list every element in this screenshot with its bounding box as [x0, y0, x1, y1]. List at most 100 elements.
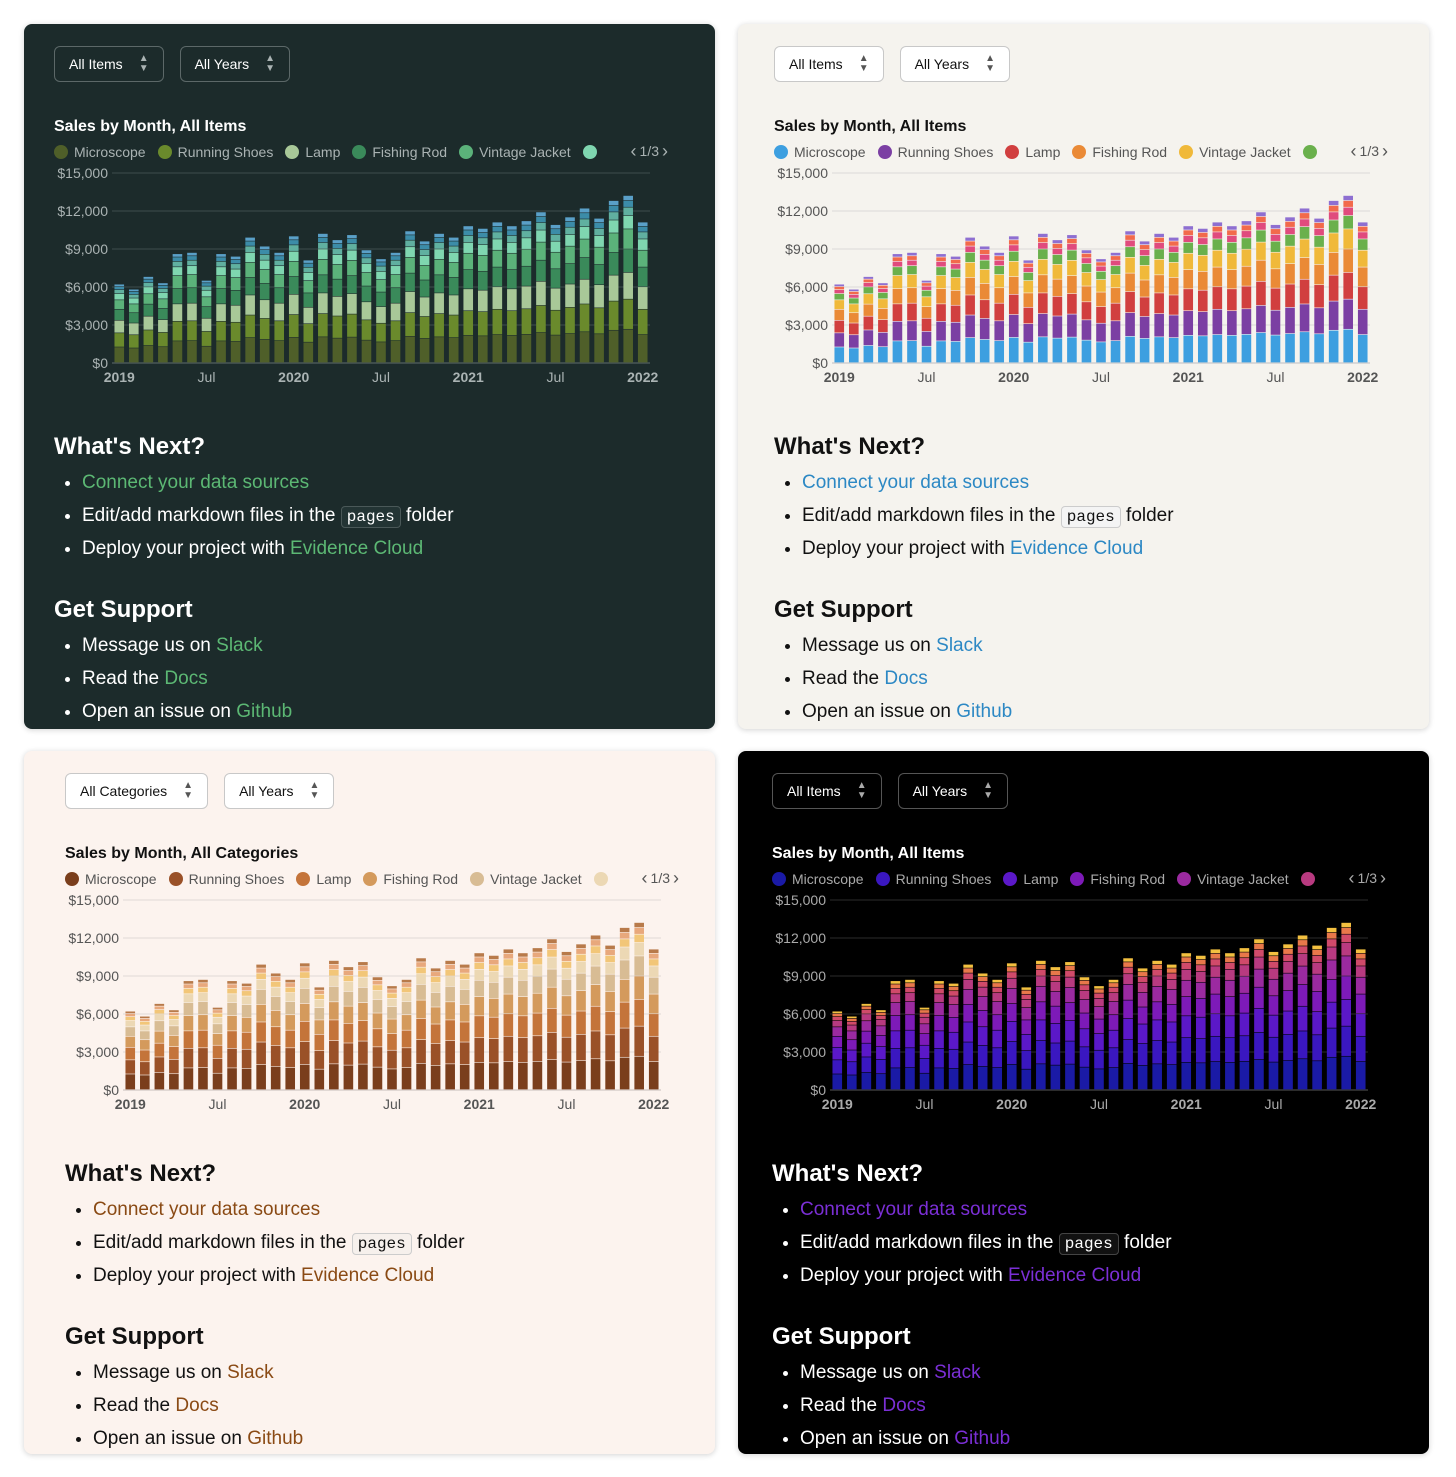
docs-link[interactable]: Docs [882, 1395, 926, 1416]
legend-item[interactable] [582, 144, 603, 160]
connect-data-link[interactable]: Connect your data sources [802, 472, 1030, 493]
legend-item[interactable]: Vintage Jacket [1179, 144, 1291, 160]
chevron-right-icon[interactable]: › [1380, 868, 1386, 888]
bar-segment [1065, 971, 1075, 977]
chevron-right-icon[interactable]: › [673, 868, 679, 888]
legend-item[interactable]: Lamp [285, 144, 340, 160]
chevron-right-icon[interactable]: › [1382, 141, 1388, 161]
evidence-cloud-link[interactable]: Evidence Cloud [1008, 1265, 1142, 1286]
evidence-cloud-link[interactable]: Evidence Cloud [1010, 538, 1144, 559]
list-text: Message us on [93, 1362, 222, 1383]
bar-segment [503, 959, 514, 966]
legend-item[interactable]: Fishing Rod [1070, 871, 1165, 887]
slack-link[interactable]: Slack [216, 635, 263, 656]
bar-segment [934, 1015, 944, 1031]
bar-segment [907, 274, 917, 288]
get-support-section: Get Support Message us on Slack Read the… [65, 1323, 691, 1454]
legend-item[interactable]: Lamp [1005, 144, 1060, 160]
bar-segment [212, 1034, 223, 1045]
legend-item[interactable] [1300, 871, 1321, 887]
connect-data-link[interactable]: Connect your data sources [93, 1199, 321, 1220]
legend-item[interactable]: Running Shoes [875, 871, 991, 887]
legend-item[interactable]: Microscope [54, 144, 146, 160]
legend-item[interactable]: Lamp [1003, 871, 1058, 887]
legend-item[interactable]: Microscope [772, 871, 864, 887]
chevron-left-icon[interactable]: ‹ [630, 141, 637, 161]
docs-link[interactable]: Docs [164, 668, 208, 689]
docs-link[interactable]: Docs [884, 668, 928, 689]
github-link[interactable]: Github [956, 701, 1013, 722]
chevron-left-icon[interactable]: ‹ [1348, 868, 1355, 888]
legend-item[interactable]: Lamp [296, 871, 351, 887]
year-filter-dropdown[interactable]: All Years ▲ ▼ [899, 46, 1010, 82]
bar-segment [430, 972, 441, 977]
bar-segment [948, 1068, 959, 1090]
bar-segment [590, 984, 601, 1006]
legend-item[interactable]: Running Shoes [168, 871, 284, 887]
year-filter-dropdown[interactable]: All Years ▲ ▼ [224, 773, 335, 809]
bar-segment [634, 1026, 644, 1056]
legend-item[interactable]: Microscope [774, 144, 866, 160]
item-filter-dropdown[interactable]: All Items ▲ ▼ [772, 773, 882, 809]
legend-label: Vintage Jacket [1199, 144, 1291, 160]
bar-segment [1212, 250, 1223, 267]
legend-item[interactable]: Fishing Rod [352, 144, 447, 160]
bar-segment [1355, 1036, 1366, 1062]
connect-data-link[interactable]: Connect your data sources [800, 1199, 1028, 1220]
legend-item[interactable]: Vintage Jacket [459, 144, 571, 160]
bar-segment [361, 320, 372, 340]
github-link[interactable]: Github [236, 701, 293, 722]
slack-link[interactable]: Slack [934, 1362, 981, 1383]
bar-segment [270, 996, 281, 1011]
bar-segment [1152, 1064, 1162, 1090]
legend-item[interactable]: Vintage Jacket [1177, 871, 1289, 887]
bar-segment [332, 240, 343, 244]
legend-item[interactable] [1302, 144, 1323, 160]
slack-link[interactable]: Slack [227, 1362, 274, 1383]
bar-segment [114, 289, 125, 294]
legend-item[interactable]: Running Shoes [877, 144, 993, 160]
year-filter-dropdown[interactable]: All Years ▲ ▼ [179, 46, 290, 82]
github-link[interactable]: Github [247, 1428, 304, 1449]
legend-item[interactable] [593, 871, 614, 887]
slack-link[interactable]: Slack [936, 635, 983, 656]
github-link[interactable]: Github [954, 1428, 1011, 1449]
bar-segment [187, 340, 197, 363]
bar-segment [1343, 207, 1353, 216]
bar-segment [361, 286, 372, 302]
chevron-right-icon[interactable]: › [662, 141, 668, 161]
bar-segment [1268, 961, 1279, 968]
item-filter-dropdown[interactable]: All Items ▲ ▼ [54, 46, 164, 82]
bar-segment [463, 230, 474, 236]
legend-item[interactable]: Running Shoes [157, 144, 273, 160]
docs-link[interactable]: Docs [175, 1395, 219, 1416]
bar-segment [343, 1065, 354, 1090]
bar-segment [1036, 1002, 1046, 1020]
chevron-left-icon[interactable]: ‹ [1350, 141, 1357, 161]
legend-item[interactable]: Fishing Rod [1072, 144, 1167, 160]
item-filter-dropdown[interactable]: All Categories ▲ ▼ [65, 773, 209, 809]
bar-segment [216, 257, 226, 262]
bar-segment [1110, 266, 1121, 275]
chevron-left-icon[interactable]: ‹ [641, 868, 648, 888]
legend-item[interactable]: Fishing Rod [363, 871, 458, 887]
bar-segment [565, 284, 575, 308]
bar-segment [994, 266, 1005, 275]
x-tick-label: Jul [916, 1096, 934, 1112]
bar-segment [532, 1013, 543, 1036]
evidence-cloud-link[interactable]: Evidence Cloud [301, 1265, 435, 1286]
bar-segment [950, 269, 961, 278]
year-filter-dropdown[interactable]: All Years ▲ ▼ [897, 773, 1008, 809]
bar-segment [1227, 311, 1237, 336]
item-filter-dropdown[interactable]: All Items ▲ ▼ [774, 46, 884, 82]
legend-item[interactable]: Vintage Jacket [470, 871, 582, 887]
bar-segment [579, 208, 590, 213]
bar-segment [183, 1031, 194, 1049]
bar-segment [143, 345, 154, 363]
evidence-cloud-link[interactable]: Evidence Cloud [290, 538, 424, 559]
bar-segment [1355, 959, 1366, 966]
connect-data-link[interactable]: Connect your data sources [82, 472, 310, 493]
legend-item[interactable]: Microscope [65, 871, 157, 887]
bar-segment [1023, 263, 1034, 267]
bar-segment [169, 1035, 179, 1047]
